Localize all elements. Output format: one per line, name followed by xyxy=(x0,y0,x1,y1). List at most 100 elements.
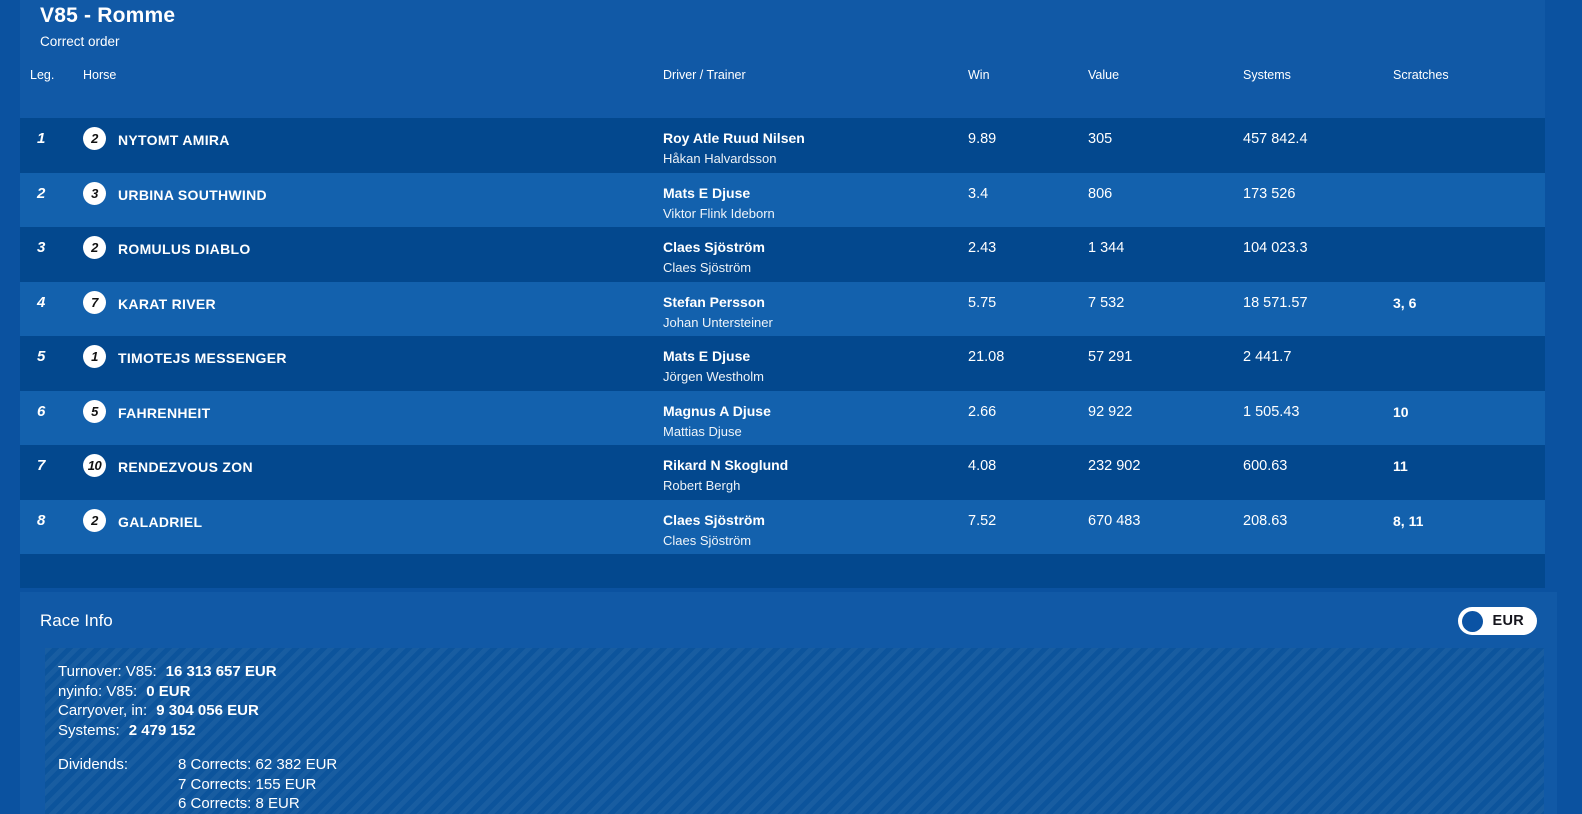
horse-number-cell: 2 xyxy=(83,236,118,259)
value-cell: 670 483 xyxy=(1088,512,1141,529)
results-card: V85 - Romme Correct order Leg. Horse Dri… xyxy=(20,0,1545,588)
table-row: 4 7 KARAT RIVER Stefan Persson Johan Unt… xyxy=(20,281,1545,336)
driver-trainer-cell: Mats E Djuse Viktor Flink Ideborn xyxy=(663,185,968,221)
scratches-value xyxy=(1393,130,1545,131)
race-info-panel: Turnover: V85: 16 313 657 EUR nyinfo: V8… xyxy=(45,648,1544,814)
scratches-value xyxy=(1393,239,1545,240)
win-value: 7.52 xyxy=(968,512,997,529)
systems-value: 457 842.4 xyxy=(1243,131,1308,147)
value-cell: 232 902 xyxy=(1088,458,1141,474)
horse-number-cell: 2 xyxy=(83,508,118,532)
horse-number-cell: 3 xyxy=(83,181,118,205)
systems-value: 104 023.3 xyxy=(1243,240,1308,256)
trainer-name: Mattias Djuse xyxy=(663,423,742,439)
page-title: V85 - Romme xyxy=(40,4,176,27)
stat-line: Turnover: V85: 16 313 657 EUR xyxy=(58,662,1544,682)
horse-name: KARAT RIVER xyxy=(118,295,216,312)
stat-label: Systems: xyxy=(58,721,120,739)
systems-value: 173 526 xyxy=(1243,185,1296,202)
currency-toggle[interactable]: EUR xyxy=(1458,607,1537,635)
scratches-value: 8, 11 xyxy=(1393,512,1424,529)
table-row: 6 5 FAHRENHEIT Magnus A Djuse Mattias Dj… xyxy=(20,390,1545,445)
horse-number-cell: 7 xyxy=(83,290,118,314)
horse-number-cell: 1 xyxy=(83,345,118,368)
scratches-value xyxy=(1393,185,1545,186)
value-cell: 92 922 xyxy=(1088,403,1133,420)
dividends-label: Dividends: xyxy=(58,756,129,773)
systems-value: 600.63 xyxy=(1243,458,1288,474)
stat-value: 0 EUR xyxy=(146,682,191,700)
value-cell: 1 344 xyxy=(1088,240,1125,256)
stat-label: nyinfo: V85: xyxy=(58,682,138,700)
driver-trainer-cell: Claes Sjöström Claes Sjöström xyxy=(663,512,968,548)
horse-number-badge: 5 xyxy=(83,399,106,423)
currency-label: EUR xyxy=(1492,613,1524,629)
driver-trainer-cell: Rikard N Skoglund Robert Bergh xyxy=(663,457,968,493)
systems-value: 18 571.57 xyxy=(1243,294,1308,311)
leg-number: 2 xyxy=(37,184,46,202)
systems-value: 1 505.43 xyxy=(1243,403,1300,420)
driver-name: Magnus A Djuse xyxy=(663,402,771,419)
column-header-systems: Systems xyxy=(1243,68,1291,82)
table-row: 2 3 URBINA SOUTHWIND Mats E Djuse Viktor… xyxy=(20,172,1545,227)
systems-value: 2 441.7 xyxy=(1243,349,1292,365)
trainer-name: Håkan Halvardsson xyxy=(663,151,777,166)
driver-name: Mats E Djuse xyxy=(663,348,751,364)
table-row: 8 2 GALADRIEL Claes Sjöström Claes Sjöst… xyxy=(20,499,1545,554)
leg-number: 5 xyxy=(37,348,46,365)
scratches-value xyxy=(1393,348,1545,349)
leg-number: 8 xyxy=(37,511,46,529)
leg-number: 4 xyxy=(37,293,46,311)
stat-line: Carryover, in: 9 304 056 EUR xyxy=(58,701,1544,721)
race-info-section: Race Info EUR Turnover: V85: 16 313 657 … xyxy=(20,592,1557,814)
column-header-horse: Horse xyxy=(83,68,117,82)
stat-label: Turnover: V85: xyxy=(58,663,157,680)
leg-number: 6 xyxy=(37,402,46,420)
win-value: 21.08 xyxy=(968,349,1005,365)
driver-trainer-cell: Magnus A Djuse Mattias Djuse xyxy=(663,403,968,439)
scratches-value: 10 xyxy=(1393,403,1409,420)
horse-number-badge: 1 xyxy=(83,345,106,368)
horse-name: RENDEZVOUS ZON xyxy=(118,459,253,475)
value-cell: 305 xyxy=(1088,131,1113,147)
driver-trainer-cell: Mats E Djuse Jörgen Westholm xyxy=(663,348,968,384)
driver-name: Rikard N Skoglund xyxy=(663,457,789,473)
value-cell: 57 291 xyxy=(1088,349,1133,365)
horse-number-badge: 2 xyxy=(83,508,106,532)
horse-number-badge: 2 xyxy=(83,236,106,259)
trainer-name: Claes Sjöström xyxy=(663,260,752,275)
trainer-name: Viktor Flink Ideborn xyxy=(663,205,775,221)
dividend-line: 6 Corrects: 8 EUR xyxy=(178,795,300,812)
horse-name: FAHRENHEIT xyxy=(118,404,211,421)
stat-value: 2 479 152 xyxy=(128,721,196,739)
win-value: 4.08 xyxy=(968,458,997,474)
dividends-block: Dividends: 8 Corrects: 62 382 EUR 7 Corr… xyxy=(58,755,1544,814)
horse-name: TIMOTEJS MESSENGER xyxy=(118,350,287,366)
driver-name: Claes Sjöström xyxy=(663,511,765,528)
race-stats: Turnover: V85: 16 313 657 EUR nyinfo: V8… xyxy=(58,662,1544,740)
horse-number-badge: 2 xyxy=(83,127,106,150)
win-value: 3.4 xyxy=(968,185,989,202)
driver-name: Mats E Djuse xyxy=(663,184,751,201)
dividend-line: 7 Corrects: 155 EUR xyxy=(178,775,317,793)
horse-number-cell: 5 xyxy=(83,399,118,423)
table-footer-band xyxy=(20,554,1545,588)
trainer-name: Claes Sjöström xyxy=(663,532,752,548)
win-value: 2.66 xyxy=(968,403,997,420)
horse-number-badge: 7 xyxy=(83,290,106,314)
horse-number-badge: 3 xyxy=(83,181,106,205)
win-value: 9.89 xyxy=(968,131,997,147)
trainer-name: Johan Untersteiner xyxy=(663,314,773,330)
horse-number-badge: 10 xyxy=(83,454,106,477)
stat-line: nyinfo: V85: 0 EUR xyxy=(58,682,1544,702)
trainer-name: Robert Bergh xyxy=(663,478,741,493)
driver-trainer-cell: Stefan Persson Johan Untersteiner xyxy=(663,294,968,330)
table-row: 7 10 RENDEZVOUS ZON Rikard N Skoglund Ro… xyxy=(20,445,1545,500)
leg-number: 3 xyxy=(37,239,46,256)
horse-number-cell: 2 xyxy=(83,127,118,150)
driver-trainer-cell: Claes Sjöström Claes Sjöström xyxy=(663,239,968,275)
trainer-name: Jörgen Westholm xyxy=(663,369,764,384)
horse-name: NYTOMT AMIRA xyxy=(118,132,230,148)
scratches-value: 3, 6 xyxy=(1393,294,1417,311)
